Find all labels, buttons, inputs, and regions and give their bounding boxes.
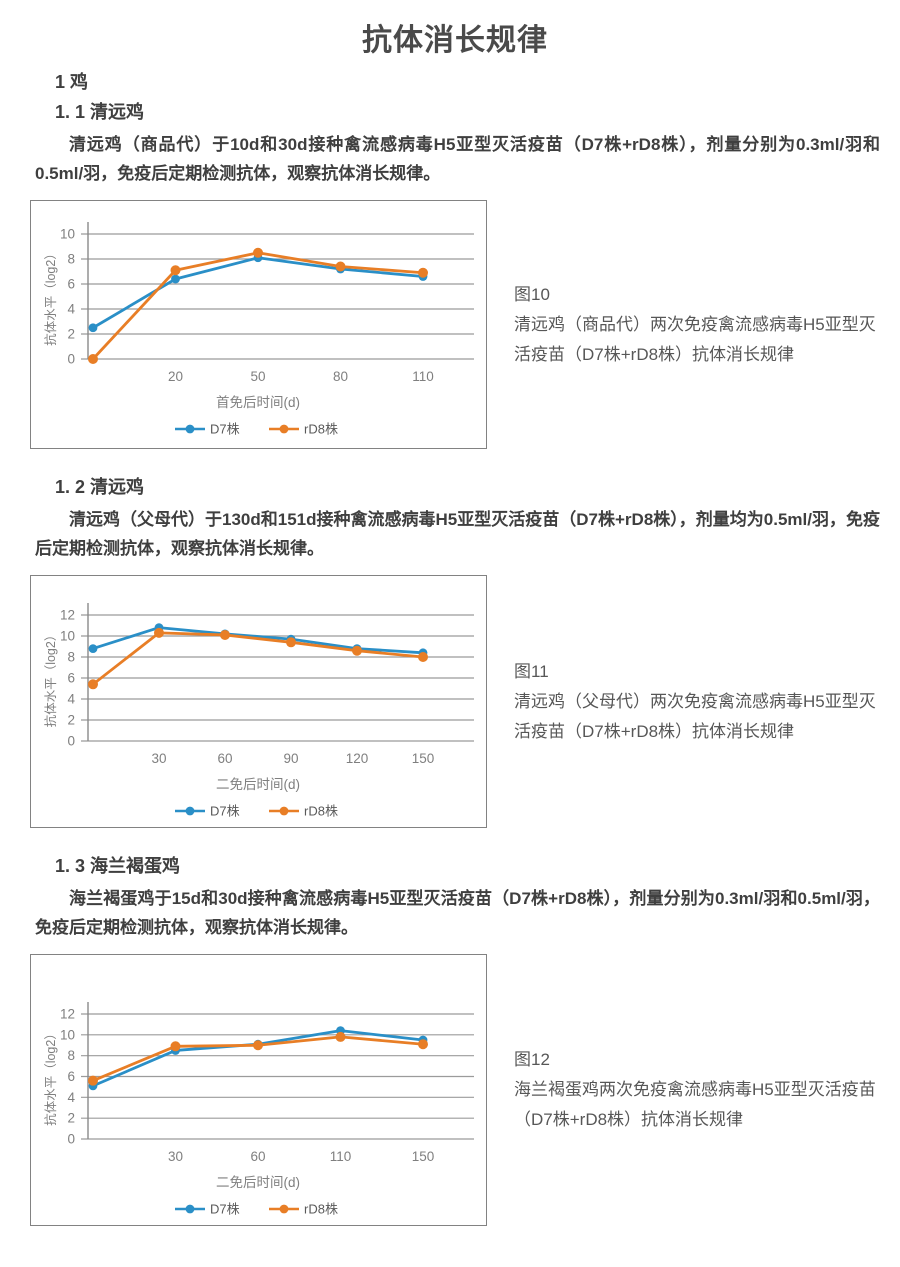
svg-text:二免后时间(d): 二免后时间(d) (216, 1175, 300, 1190)
svg-text:2: 2 (67, 1111, 75, 1126)
svg-text:rD8株: rD8株 (304, 804, 338, 819)
paragraph-1-2: 清远鸡（父母代）于130d和151d接种禽流感病毒H5亚型灭活疫苗（D7株+rD… (35, 510, 880, 558)
svg-text:抗体水平（log2）: 抗体水平（log2） (43, 629, 58, 728)
svg-text:4: 4 (67, 302, 75, 317)
svg-text:D7株: D7株 (210, 1202, 240, 1217)
svg-text:50: 50 (250, 369, 265, 384)
svg-text:2: 2 (67, 713, 75, 728)
svg-text:4: 4 (67, 1090, 75, 1105)
svg-text:150: 150 (412, 1149, 435, 1164)
subsection-heading-1-1: 1. 1 清远鸡 (55, 102, 145, 122)
svg-text:30: 30 (168, 1149, 183, 1164)
figure-10-caption-block: 图10 清远鸡（商品代）两次免疫禽流感病毒H5亚型灭活疫苗（D7株+rD8株）抗… (514, 280, 880, 370)
subsection-1-1: 1. 1 清远鸡 清远鸡（商品代）于10d和30d接种禽流感病毒H5亚型灭活疫苗… (30, 100, 880, 449)
figure-10-chart-box: 0 2 4 6 8 10 抗体水平（log2） 20 50 80 110 首免后时间(d) D7株 rD8… (30, 200, 487, 449)
subsection-1-2: 1. 2 清远鸡 清远鸡（父母代）于130d和151d接种禽流感病毒H5亚型灭活… (30, 475, 880, 828)
subsection-heading-1-2: 1. 2 清远鸡 (55, 477, 145, 497)
figure-12-caption: 海兰褐蛋鸡两次免疫禽流感病毒H5亚型灭活疫苗（D7株+rD8株）抗体消长规律 (514, 1080, 876, 1129)
subsection-1-3: 1. 3 海兰褐蛋鸡 海兰褐蛋鸡于15d和30d接种禽流感病毒H5亚型灭活疫苗（… (30, 854, 880, 1226)
figure-11-label: 图11 (514, 661, 549, 681)
figure-11-caption-block: 图11 清远鸡（父母代）两次免疫禽流感病毒H5亚型灭活疫苗（D7株+rD8株）抗… (514, 657, 880, 747)
figure-row-12: 0 2 4 6 8 10 12 抗体水平（log2） 30 60 110 150 二免后时间(d) D7株… (30, 954, 880, 1226)
figure-11-chart-box: 0 2 4 6 8 10 12 抗体水平（log2） 30 60 90 120 150 二免后时间(d) D… (30, 575, 487, 828)
svg-text:2: 2 (67, 327, 75, 342)
svg-text:抗体水平（log2）: 抗体水平（log2） (43, 1027, 58, 1126)
figure-10-label: 图10 (514, 284, 550, 304)
svg-text:8: 8 (67, 252, 75, 267)
svg-text:6: 6 (67, 671, 75, 686)
svg-text:60: 60 (250, 1149, 265, 1164)
svg-text:12: 12 (60, 608, 75, 623)
section-heading-chicken: 1 鸡 (55, 72, 89, 92)
svg-text:D7株: D7株 (210, 422, 240, 437)
svg-text:0: 0 (67, 734, 75, 749)
svg-text:30: 30 (151, 751, 166, 766)
svg-text:二免后时间(d): 二免后时间(d) (216, 777, 300, 792)
svg-text:110: 110 (330, 1149, 352, 1164)
figure-row-11: 0 2 4 6 8 10 12 抗体水平（log2） 30 60 90 120 150 二免后时间(d) D… (30, 575, 880, 828)
figure-10-line-chart: 0 2 4 6 8 10 抗体水平（log2） 20 50 80 110 首免后时间(d) D7株 rD8… (31, 201, 486, 448)
figure-11-line-chart: 0 2 4 6 8 10 12 抗体水平（log2） 30 60 90 120 150 二免后时间(d) D… (31, 576, 486, 827)
figure-12-caption-block: 图12 海兰褐蛋鸡两次免疫禽流感病毒H5亚型灭活疫苗（D7株+rD8株）抗体消长… (514, 1045, 880, 1135)
svg-text:rD8株: rD8株 (304, 1202, 338, 1217)
figure-11-caption: 清远鸡（父母代）两次免疫禽流感病毒H5亚型灭活疫苗（D7株+rD8株）抗体消长规… (514, 691, 876, 741)
svg-text:首免后时间(d): 首免后时间(d) (216, 395, 300, 410)
figure-row-10: 0 2 4 6 8 10 抗体水平（log2） 20 50 80 110 首免后时间(d) D7株 rD8… (30, 200, 880, 449)
svg-text:8: 8 (67, 650, 75, 665)
svg-text:120: 120 (346, 751, 369, 766)
svg-text:10: 10 (60, 1027, 75, 1042)
svg-text:4: 4 (67, 692, 75, 707)
svg-text:D7株: D7株 (210, 804, 240, 819)
paragraph-1-1: 清远鸡（商品代）于10d和30d接种禽流感病毒H5亚型灭活疫苗（D7株+rD8株… (35, 135, 880, 183)
svg-text:0: 0 (67, 352, 75, 367)
svg-text:12: 12 (60, 1007, 75, 1022)
svg-text:0: 0 (67, 1132, 75, 1147)
subsection-heading-1-3: 1. 3 海兰褐蛋鸡 (55, 856, 181, 876)
svg-text:8: 8 (67, 1048, 75, 1063)
svg-text:110: 110 (412, 369, 434, 384)
svg-text:90: 90 (283, 751, 298, 766)
figure-10-caption: 清远鸡（商品代）两次免疫禽流感病毒H5亚型灭活疫苗（D7株+rD8株）抗体消长规… (514, 314, 876, 364)
svg-text:抗体水平（log2）: 抗体水平（log2） (43, 247, 58, 346)
svg-text:60: 60 (217, 751, 232, 766)
figure-12-line-chart: 0 2 4 6 8 10 12 抗体水平（log2） 30 60 110 150 二免后时间(d) D7株… (31, 955, 486, 1225)
svg-text:10: 10 (60, 629, 75, 644)
paragraph-1-3: 海兰褐蛋鸡于15d和30d接种禽流感病毒H5亚型灭活疫苗（D7株+rD8株），剂… (35, 889, 880, 937)
svg-text:6: 6 (67, 1069, 75, 1084)
figure-12-chart-box: 0 2 4 6 8 10 12 抗体水平（log2） 30 60 110 150 二免后时间(d) D7株… (30, 954, 487, 1226)
svg-text:150: 150 (412, 751, 435, 766)
svg-text:80: 80 (333, 369, 348, 384)
svg-text:rD8株: rD8株 (304, 422, 338, 437)
svg-text:20: 20 (168, 369, 183, 384)
svg-text:6: 6 (67, 277, 75, 292)
svg-text:10: 10 (60, 227, 75, 242)
page-title: 抗体消长规律 (362, 24, 548, 57)
figure-12-label: 图12 (514, 1050, 550, 1069)
